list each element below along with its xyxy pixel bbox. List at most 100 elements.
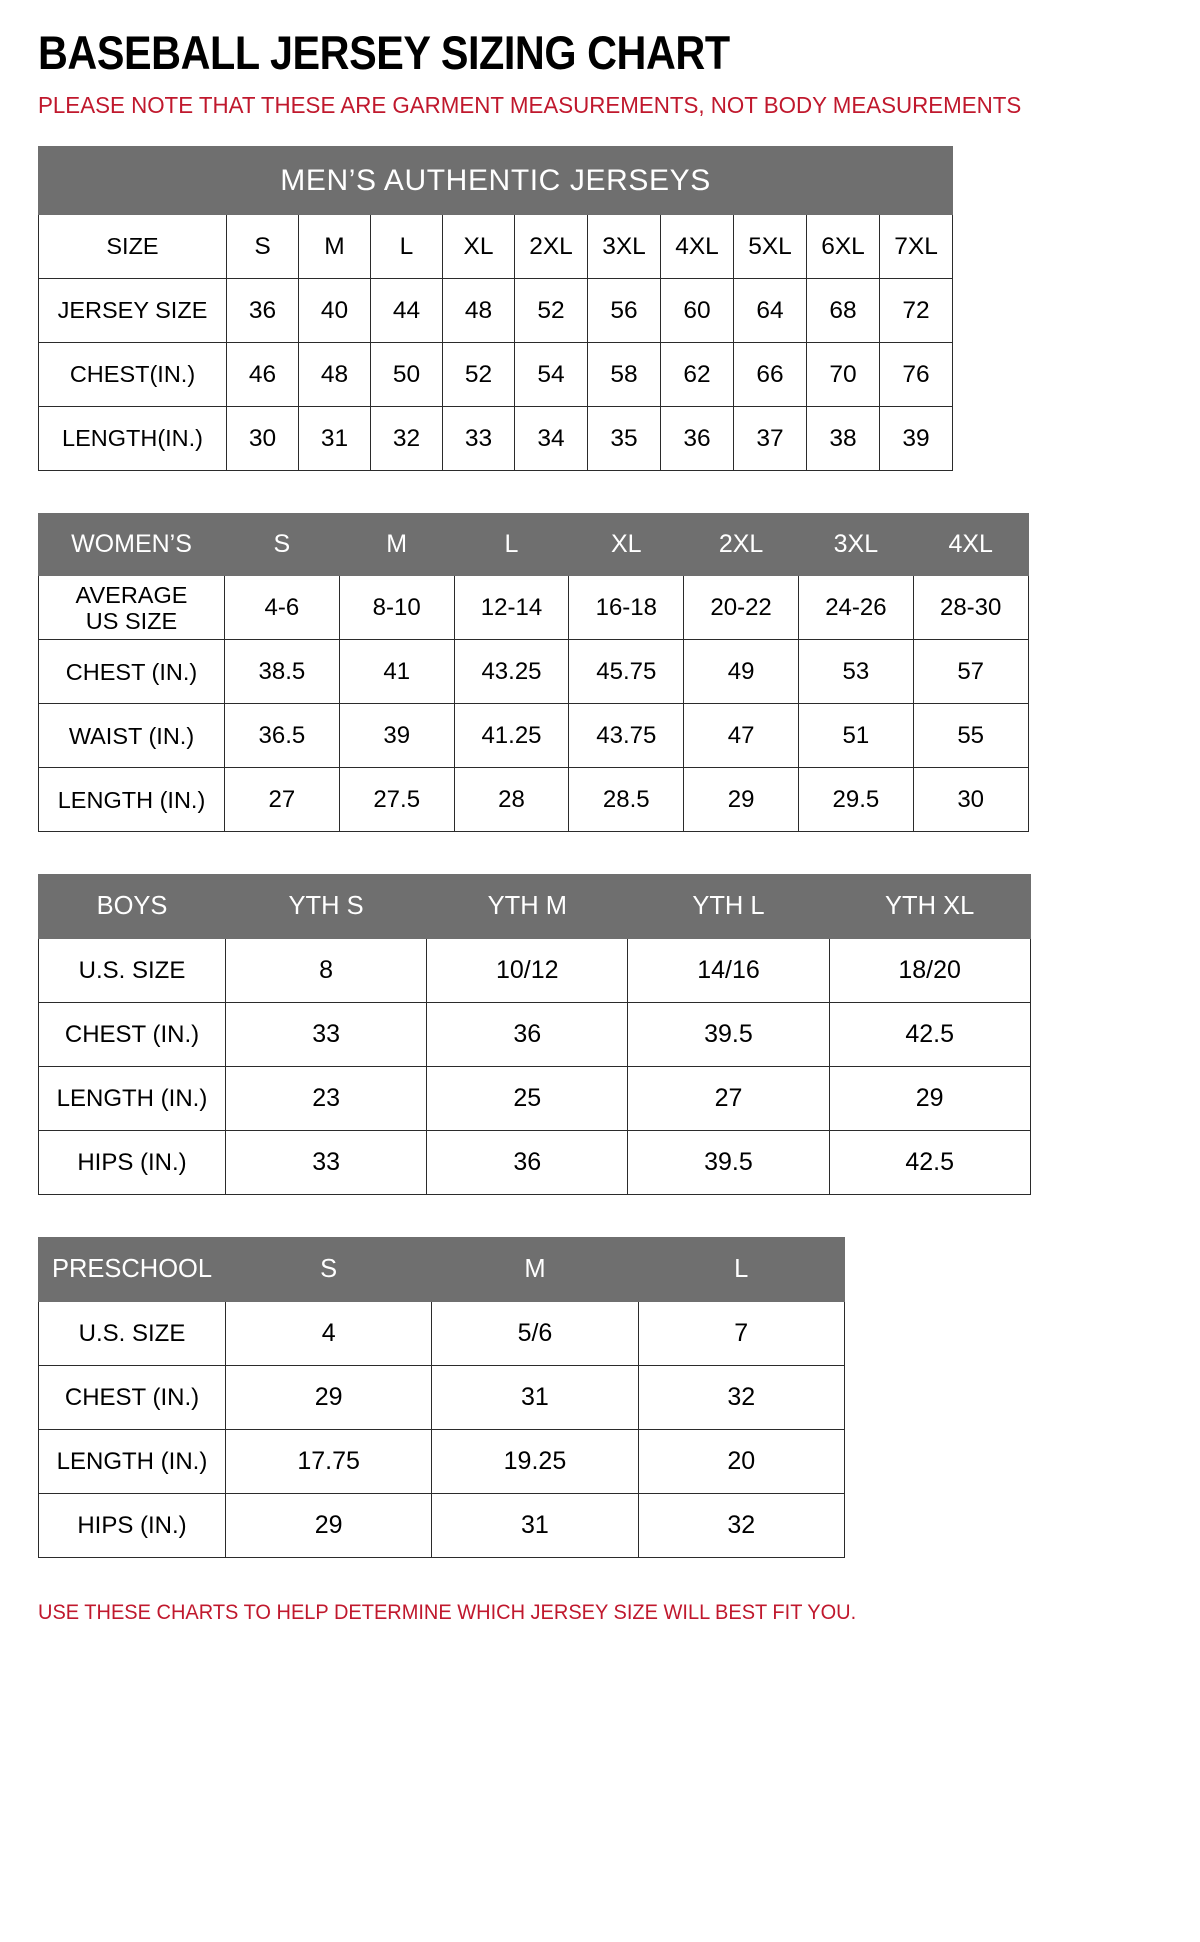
table-row: LENGTH (IN.) 17.75 19.25 20 xyxy=(38,1429,845,1495)
cell: 62 xyxy=(660,342,734,408)
column-header-5xl: 5XL xyxy=(733,214,807,280)
mens-table-title: MEN’S AUTHENTIC JERSEYS xyxy=(37,146,954,216)
table-row: LENGTH (IN.) 27 27.5 28 28.5 29 29.5 30 xyxy=(38,767,1029,833)
cell: 39 xyxy=(878,406,954,472)
row-label: WAIST (IN.) xyxy=(38,703,225,769)
cell: 64 xyxy=(733,278,807,344)
cell: 24-26 xyxy=(797,575,914,641)
column-header-xl: XL xyxy=(568,513,685,577)
cell: 33 xyxy=(224,1002,428,1068)
table-row: CHEST (IN.) 33 36 39.5 42.5 xyxy=(38,1002,1031,1068)
boys-table-title: BOYS xyxy=(38,874,226,940)
cell: 54 xyxy=(514,342,588,408)
cell: 49 xyxy=(683,639,799,705)
cell: 4 xyxy=(224,1301,433,1367)
column-header-yth-xl: YTH XL xyxy=(828,874,1031,940)
cell: 7 xyxy=(637,1301,845,1367)
cell: 36 xyxy=(226,278,299,344)
cell: 52 xyxy=(442,342,515,408)
column-header-6xl: 6XL xyxy=(806,214,880,280)
cell: 50 xyxy=(370,342,443,408)
cell: 28 xyxy=(453,767,570,833)
mens-sizing-table: MEN’S AUTHENTIC JERSEYS SIZE S M L XL 2X… xyxy=(37,146,954,472)
boys-sizing-table: BOYS YTH S YTH M YTH L YTH XL U.S. SIZE … xyxy=(38,874,1031,1196)
cell: 27.5 xyxy=(338,767,455,833)
cell: 56 xyxy=(587,278,661,344)
cell: 23 xyxy=(224,1066,428,1132)
cell: 29 xyxy=(224,1365,433,1431)
cell: 32 xyxy=(370,406,443,472)
column-header-l: L xyxy=(370,214,443,280)
column-header-l: L xyxy=(637,1237,845,1303)
table-row: LENGTH(IN.) 30 31 32 33 34 35 36 37 38 3… xyxy=(38,406,954,472)
column-header-7xl: 7XL xyxy=(878,214,954,280)
table-header-row: WOMEN’S S M L XL 2XL 3XL 4XL xyxy=(38,513,1029,577)
cell: 43.25 xyxy=(453,639,570,705)
cell: 44 xyxy=(370,278,443,344)
column-header-s: S xyxy=(224,1237,433,1303)
cell: 42.5 xyxy=(828,1130,1031,1196)
table-row: HIPS (IN.) 33 36 39.5 42.5 xyxy=(38,1130,1031,1196)
cell: 29 xyxy=(224,1493,433,1559)
cell: 25 xyxy=(426,1066,629,1132)
row-label: HIPS (IN.) xyxy=(38,1493,226,1559)
table-row: CHEST (IN.) 29 31 32 xyxy=(38,1365,845,1431)
cell: 29.5 xyxy=(797,767,914,833)
column-header-3xl: 3XL xyxy=(587,214,661,280)
footer-note: USE THESE CHARTS TO HELP DETERMINE WHICH… xyxy=(38,1600,857,1625)
cell: 32 xyxy=(637,1365,845,1431)
womens-table-title: WOMEN’S xyxy=(38,513,225,577)
cell: 30 xyxy=(912,767,1029,833)
preschool-table-title: PRESCHOOL xyxy=(38,1237,226,1303)
cell: 53 xyxy=(797,639,914,705)
cell: 34 xyxy=(514,406,588,472)
cell: 36 xyxy=(426,1130,629,1196)
page-subtitle: PLEASE NOTE THAT THESE ARE GARMENT MEASU… xyxy=(38,92,1022,119)
table-row: CHEST(IN.) 46 48 50 52 54 58 62 66 70 76 xyxy=(38,342,954,408)
cell: 33 xyxy=(224,1130,428,1196)
cell: 20 xyxy=(637,1429,845,1495)
cell: 45.75 xyxy=(568,639,685,705)
cell: 33 xyxy=(442,406,515,472)
table-header-row: BOYS YTH S YTH M YTH L YTH XL xyxy=(38,874,1031,940)
cell: 18/20 xyxy=(828,938,1031,1004)
row-label: U.S. SIZE xyxy=(38,1301,226,1367)
cell: 39.5 xyxy=(627,1130,830,1196)
row-label: CHEST (IN.) xyxy=(38,1002,226,1068)
column-header-m: M xyxy=(338,513,455,577)
row-label: CHEST(IN.) xyxy=(38,342,227,408)
column-header-4xl: 4XL xyxy=(660,214,734,280)
cell: 5/6 xyxy=(431,1301,639,1367)
column-header-m: M xyxy=(431,1237,639,1303)
cell: 76 xyxy=(878,342,954,408)
cell: 16-18 xyxy=(568,575,685,641)
row-label: AVERAGE US SIZE xyxy=(38,575,225,641)
cell: 28-30 xyxy=(912,575,1029,641)
cell: 37 xyxy=(733,406,807,472)
cell: 43.75 xyxy=(568,703,685,769)
cell: 55 xyxy=(912,703,1029,769)
cell: 8-10 xyxy=(338,575,455,641)
row-label: CHEST (IN.) xyxy=(38,639,225,705)
column-header-s: S xyxy=(224,513,340,577)
cell: 14/16 xyxy=(627,938,830,1004)
cell: 58 xyxy=(587,342,661,408)
column-header-2xl: 2XL xyxy=(514,214,588,280)
column-header-size: SIZE xyxy=(38,214,227,280)
cell: 27 xyxy=(224,767,340,833)
cell: 48 xyxy=(442,278,515,344)
table-row: AVERAGE US SIZE 4-6 8-10 12-14 16-18 20-… xyxy=(38,575,1029,641)
table-header-row: SIZE S M L XL 2XL 3XL 4XL 5XL 6XL 7XL xyxy=(38,214,954,280)
row-label: HIPS (IN.) xyxy=(38,1130,226,1196)
table-row: JERSEY SIZE 36 40 44 48 52 56 60 64 68 7… xyxy=(38,278,954,344)
cell: 38 xyxy=(806,406,880,472)
row-label: LENGTH(IN.) xyxy=(38,406,227,472)
cell: 30 xyxy=(226,406,299,472)
cell: 19.25 xyxy=(431,1429,639,1495)
table-row: WAIST (IN.) 36.5 39 41.25 43.75 47 51 55 xyxy=(38,703,1029,769)
cell: 35 xyxy=(587,406,661,472)
cell: 51 xyxy=(797,703,914,769)
cell: 66 xyxy=(733,342,807,408)
cell: 4-6 xyxy=(224,575,340,641)
cell: 72 xyxy=(878,278,954,344)
